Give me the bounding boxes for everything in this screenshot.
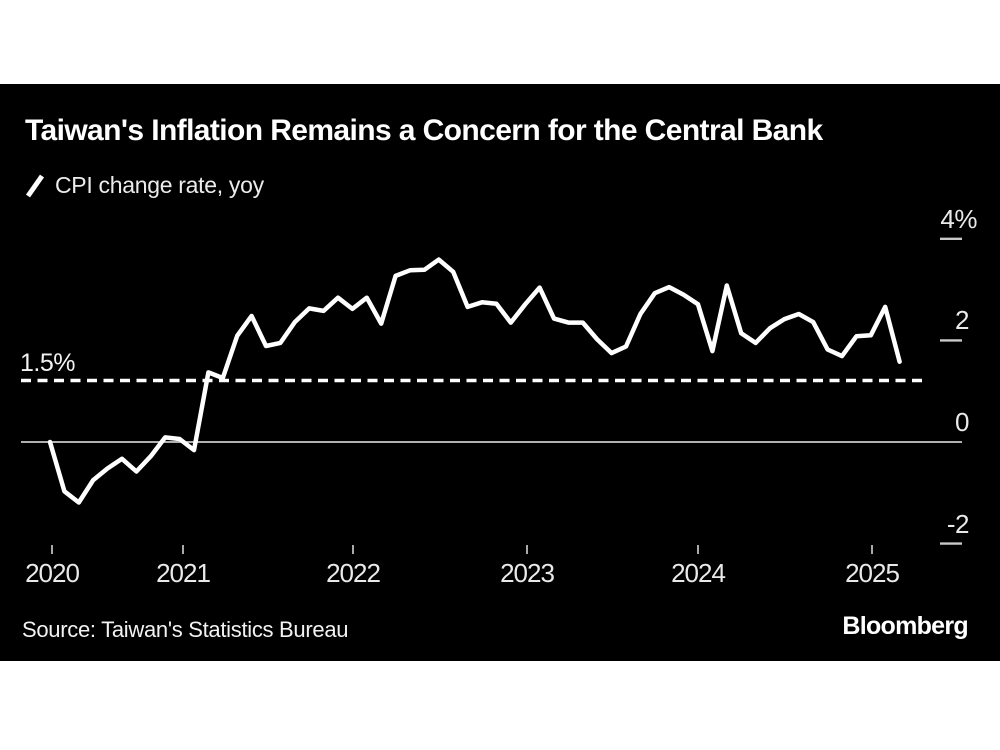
chart-legend: CPI change rate, yoy	[24, 172, 264, 199]
line-series-slash-icon	[25, 174, 45, 197]
x-axis-label: 2023	[500, 558, 555, 588]
bloomberg-logo: Bloomberg	[842, 612, 968, 640]
legend-series-label: CPI change rate, yoy	[55, 172, 264, 198]
x-axis-label: 2021	[156, 558, 211, 588]
y-axis-label: -2	[946, 508, 970, 539]
y-axis-label: 4%	[940, 203, 977, 234]
y-axis-label: 0	[955, 407, 969, 437]
y-axis-label: 2	[955, 305, 969, 336]
reference-line-label: 1.5%	[20, 349, 75, 377]
x-axis-label: 2025	[845, 558, 900, 588]
x-axis-label: 2020	[25, 558, 80, 588]
chart-title: Taiwan's Inflation Remains a Concern for…	[25, 114, 823, 147]
source-attribution: Source: Taiwan's Statistics Bureau	[22, 617, 349, 642]
x-axis-label: 2022	[326, 558, 381, 588]
x-axis-label: 2024	[671, 558, 726, 588]
